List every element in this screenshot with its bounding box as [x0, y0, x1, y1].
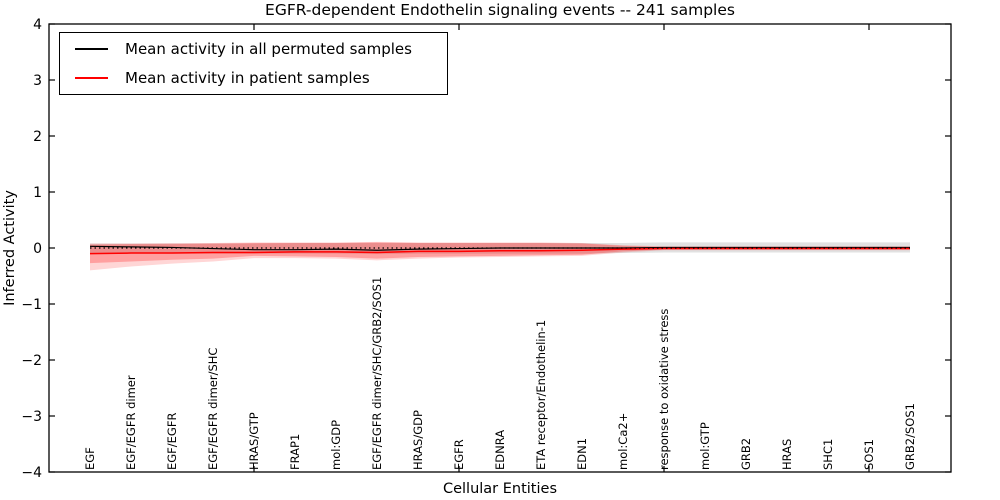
category-label: HRAS: [780, 439, 794, 470]
category-label: EDNRA: [493, 430, 507, 470]
y-axis-label: Inferred Activity: [2, 190, 18, 306]
category-label: EGF: [83, 447, 97, 470]
y-tick-label: 2: [33, 129, 42, 145]
category-label: GRB2: [739, 438, 753, 470]
category-label: HRAS/GTP: [247, 412, 261, 470]
series-line-patient: [89, 247, 910, 255]
legend-entry-patient: Mean activity in patient samples: [60, 64, 447, 92]
legend-swatch-permuted-line: [75, 47, 108, 50]
legend: Mean activity in all permuted samples Me…: [59, 32, 448, 95]
chart-title: EGFR-dependent Endothelin signaling even…: [265, 1, 735, 19]
y-tick-label: 3: [33, 73, 42, 89]
y-tick-label: 4: [33, 17, 42, 33]
category-label: SHC1: [821, 439, 835, 470]
category-label: ETA receptor/Endothelin-1: [534, 320, 548, 470]
x-axis-label: Cellular Entities: [442, 481, 558, 497]
category-label: mol:Ca2+: [616, 413, 630, 470]
category-label: FRAP1: [288, 434, 302, 470]
category-label: EGF/EGFR dimer/SHC: [206, 348, 220, 470]
category-label: EDN1: [575, 438, 589, 470]
category-label: response to oxidative stress: [657, 309, 671, 470]
category-label: HRAS/GDP: [411, 410, 425, 470]
category-label: GRB2/SOS1: [903, 403, 917, 470]
y-tick-label: −2: [21, 353, 42, 369]
legend-swatch-patient-line: [75, 77, 108, 80]
y-tick-label: −4: [21, 465, 42, 481]
category-label: SOS1: [862, 439, 876, 470]
y-tick-label: 0: [33, 241, 42, 257]
legend-label: Mean activity in patient samples: [125, 69, 370, 88]
legend-label: Mean activity in all permuted samples: [125, 39, 412, 58]
category-label: mol:GTP: [698, 422, 712, 470]
category-label: mol:GDP: [329, 420, 343, 470]
category-label: EGF/EGFR dimer: [124, 375, 138, 470]
y-tick-label: 1: [33, 185, 42, 201]
legend-entry-permuted: Mean activity in all permuted samples: [60, 35, 447, 63]
category-label: EGF/EGFR: [165, 413, 179, 470]
y-tick-label: −1: [21, 297, 42, 313]
category-label: EGFR: [452, 439, 466, 470]
category-label: EGF/EGFR dimer/SHC/GRB2/SOS1: [370, 277, 384, 470]
y-tick-label: −3: [21, 409, 42, 425]
